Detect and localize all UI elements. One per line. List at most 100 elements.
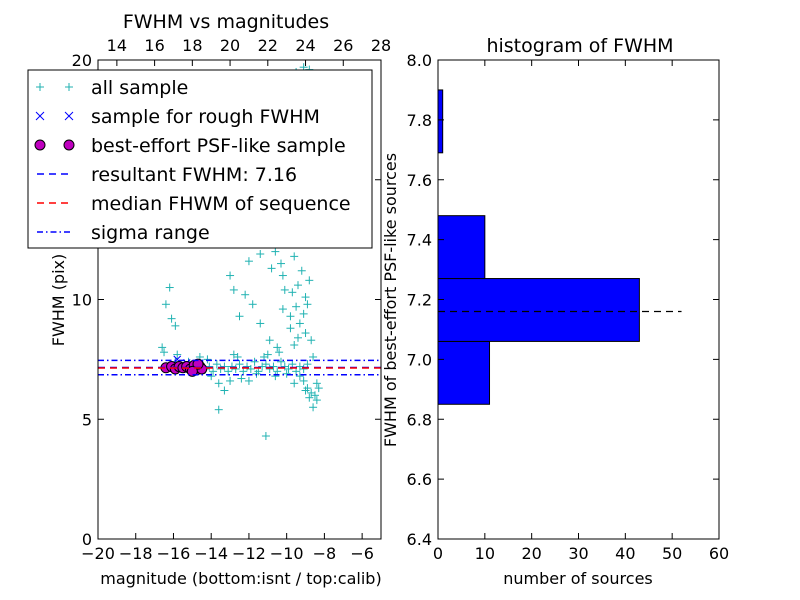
all-sample-point: [246, 364, 255, 373]
all-sample-point: [299, 364, 308, 373]
y-tick-label: 5: [82, 410, 92, 429]
all-sample-point: [277, 259, 286, 268]
legend-entry: median FHWM of sequence: [37, 193, 351, 215]
y-tick-label: 10: [72, 291, 92, 310]
all-sample-point: [171, 321, 180, 330]
all-sample-point: [220, 386, 229, 395]
top-tick-label: 24: [295, 36, 315, 55]
all-sample-point: [280, 285, 289, 294]
all-sample-point: [303, 300, 312, 309]
all-sample-point: [295, 372, 304, 381]
legend-entry: best-effort PSF-like sample: [34, 135, 346, 157]
all-sample-point: [167, 314, 176, 323]
all-sample-point: [209, 367, 218, 376]
all-sample-point: [214, 379, 223, 388]
top-tick-label: 20: [220, 36, 240, 55]
x-tick-label: −16: [157, 544, 191, 563]
hy-tick-label: 7.0: [407, 350, 432, 369]
all-sample-point: [301, 293, 310, 302]
legend-label: resultant FWHM: 7.16: [91, 164, 297, 186]
hx-tick-label: 60: [709, 544, 729, 563]
y-tick-label: 0: [82, 530, 92, 549]
all-sample-point: [237, 374, 246, 383]
all-sample-point: [295, 319, 304, 328]
all-sample-point: [203, 355, 212, 364]
all-sample-point: [271, 372, 280, 381]
legend-label: best-effort PSF-like sample: [91, 135, 346, 157]
top-tick-label: 14: [107, 36, 127, 55]
legend-entry: resultant FWHM: 7.16: [37, 164, 297, 186]
all-sample-point: [267, 264, 276, 273]
legend-entry: sample for rough FWHM: [35, 106, 320, 128]
x-tick-label: −18: [119, 544, 153, 563]
all-sample-point: [290, 379, 299, 388]
hy-tick-label: 6.6: [407, 470, 432, 489]
histogram-bar: [437, 215, 486, 280]
all-sample-point: [293, 333, 302, 342]
all-sample-point: [292, 302, 301, 311]
histogram-xlabel: number of sources: [503, 569, 653, 588]
all-sample-point: [256, 319, 265, 328]
histogram-ylabel: FWHM of best-effort PSF-like sources: [381, 153, 400, 447]
x-tick-label: −12: [232, 544, 266, 563]
all-sample-point: [299, 376, 308, 385]
hy-tick-label: 7.2: [407, 291, 432, 310]
histogram-bar: [437, 89, 444, 154]
legend-entry: sigma range: [37, 222, 210, 244]
legend-label: sample for rough FWHM: [91, 106, 320, 128]
hy-tick-label: 6.8: [407, 410, 432, 429]
all-sample-point: [278, 271, 287, 280]
histogram-bar: [437, 278, 640, 342]
all-sample-point: [248, 300, 257, 309]
all-sample-point: [265, 336, 274, 345]
psf-sample-point: [186, 365, 198, 377]
all-sample-point: [273, 343, 282, 352]
all-sample-point: [252, 369, 261, 378]
all-sample-point: [314, 384, 323, 393]
hx-tick-label: 40: [615, 544, 635, 563]
hy-tick-label: 8.0: [407, 51, 432, 70]
scatter-xlabel: magnitude (bottom:isnt / top:calib): [100, 569, 381, 588]
all-sample-point: [165, 283, 174, 292]
all-sample-point: [312, 379, 321, 388]
top-tick-label: 22: [258, 36, 278, 55]
all-sample-point: [173, 350, 182, 359]
all-sample-point: [224, 367, 233, 376]
legend-label: sigma range: [91, 222, 210, 244]
x-b: [173, 355, 182, 364]
legend-box: [27, 69, 373, 249]
all-sample-point: [278, 305, 287, 314]
legend-label: all sample: [91, 77, 188, 99]
legend-x-b: [64, 111, 74, 121]
top-tick-label: 18: [182, 36, 202, 55]
x-tick-label: −6: [350, 544, 374, 563]
hx-tick-label: 0: [433, 544, 443, 563]
all-sample-point: [214, 405, 223, 414]
all-sample-point: [261, 432, 270, 441]
hx-tick-label: 30: [568, 544, 588, 563]
all-sample-point: [235, 360, 244, 369]
hy-tick-label: 7.8: [407, 111, 432, 130]
hy-tick-label: 7.6: [407, 171, 432, 190]
all-sample-point: [293, 281, 302, 290]
all-sample-point: [297, 266, 306, 275]
all-sample-point: [226, 376, 235, 385]
all-sample-point: [212, 360, 221, 369]
all-sample-point: [226, 271, 235, 280]
all-sample-point: [158, 343, 167, 352]
all-sample-point: [307, 336, 316, 345]
legend-x-b: [35, 111, 45, 121]
top-tick-label: 26: [333, 36, 353, 55]
all-sample-point: [235, 312, 244, 321]
scatter-title: FWHM vs magnitudes: [123, 11, 329, 33]
all-sample-point: [263, 350, 272, 359]
all-sample-point: [299, 309, 308, 318]
top-tick-label: 28: [371, 36, 391, 55]
psf-sample-point: [192, 358, 204, 370]
scatter-ylabel: FWHM (pix): [49, 254, 68, 347]
all-sample-point: [244, 257, 253, 266]
all-sample-point: [275, 348, 284, 357]
histogram-title: histogram of FWHM: [486, 35, 673, 57]
all-sample-point: [309, 403, 318, 412]
